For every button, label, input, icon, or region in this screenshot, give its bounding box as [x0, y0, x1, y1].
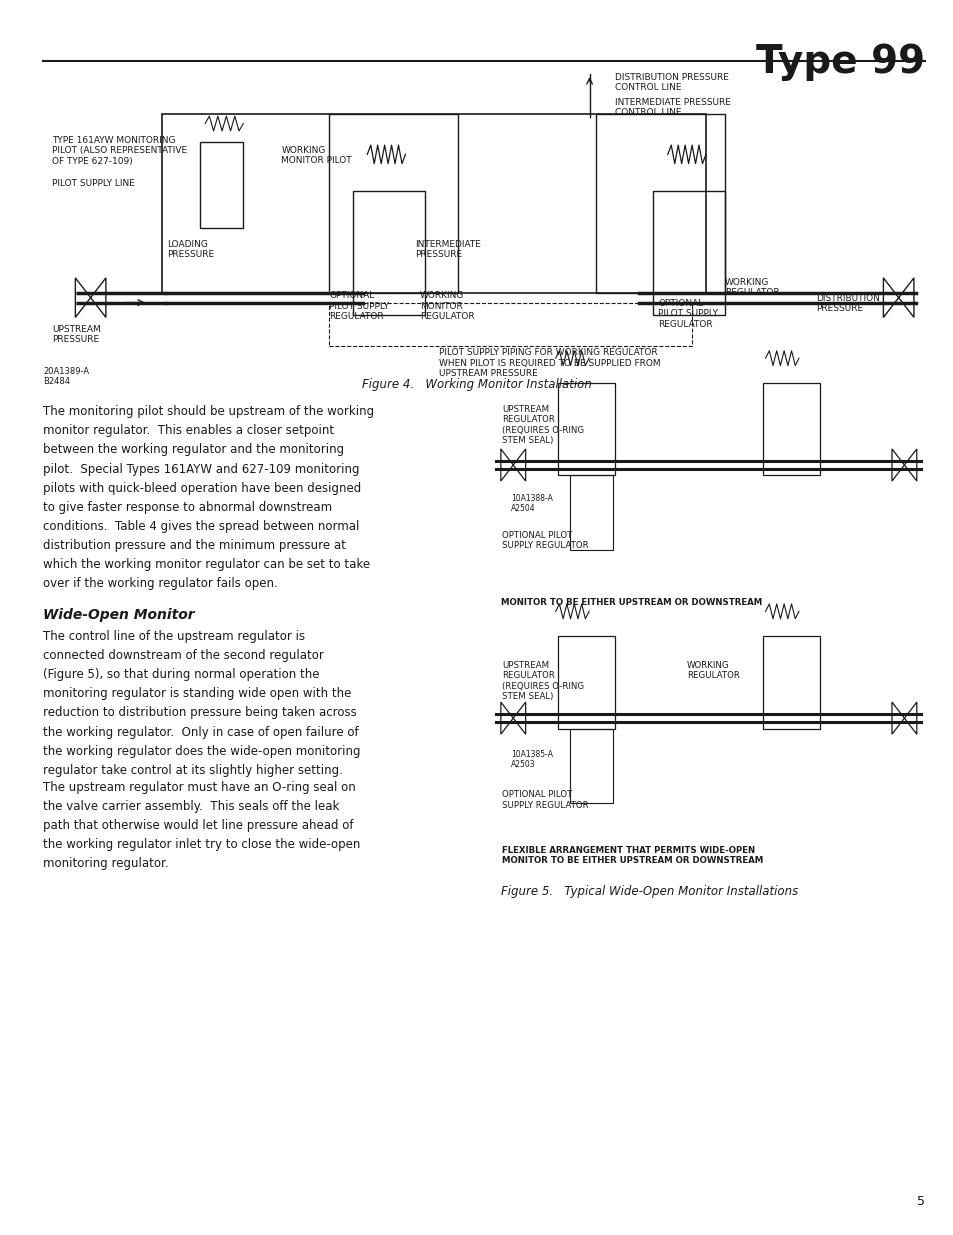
Text: The monitoring pilot should be upstream of the working: The monitoring pilot should be upstream …	[43, 405, 374, 419]
Text: 5: 5	[917, 1194, 924, 1208]
Text: LOADING
PRESSURE: LOADING PRESSURE	[167, 240, 213, 259]
Text: UPSTREAM
REGULATOR
(REQUIRES O-RING
STEM SEAL): UPSTREAM REGULATOR (REQUIRES O-RING STEM…	[501, 405, 583, 446]
Text: 20A1389-A
B2484: 20A1389-A B2484	[43, 367, 89, 387]
Text: PILOT SUPPLY LINE: PILOT SUPPLY LINE	[52, 179, 135, 188]
Text: OPTIONAL
PILOT SUPPLY
REGULATOR: OPTIONAL PILOT SUPPLY REGULATOR	[329, 291, 389, 321]
Bar	[162, 114, 705, 293]
Bar	[762, 636, 820, 729]
Text: 10A1388-A
A2504: 10A1388-A A2504	[511, 494, 553, 514]
Text: the working regulator does the wide-open monitoring: the working regulator does the wide-open…	[43, 745, 360, 758]
Text: (Figure 5), so that during normal operation the: (Figure 5), so that during normal operat…	[43, 668, 319, 682]
Text: WORKING
MONITOR PILOT: WORKING MONITOR PILOT	[281, 146, 352, 165]
Text: the working regulator inlet try to close the wide-open: the working regulator inlet try to close…	[43, 837, 360, 851]
Text: PILOT SUPPLY PIPING FOR WORKING REGULATOR
WHEN PILOT IS REQUIRED TO BE SUPPLIED : PILOT SUPPLY PIPING FOR WORKING REGULATO…	[438, 348, 659, 378]
Text: DISTRIBUTION
PRESSURE: DISTRIBUTION PRESSURE	[815, 294, 879, 314]
Text: reduction to distribution pressure being taken across: reduction to distribution pressure being…	[43, 706, 356, 720]
Text: conditions.  Table 4 gives the spread between normal: conditions. Table 4 gives the spread bet…	[43, 520, 359, 534]
Text: WORKING
REGULATOR: WORKING REGULATOR	[724, 278, 779, 298]
Text: WORKING
REGULATOR: WORKING REGULATOR	[686, 661, 739, 680]
Text: The upstream regulator must have an O-ring seal on: The upstream regulator must have an O-ri…	[43, 781, 355, 794]
Text: connected downstream of the second regulator: connected downstream of the second regul…	[43, 650, 323, 662]
Text: FLEXIBLE ARRANGEMENT THAT PERMITS WIDE-OPEN
MONITOR TO BE EITHER UPSTREAM OR DOW: FLEXIBLE ARRANGEMENT THAT PERMITS WIDE-O…	[501, 846, 762, 866]
Text: pilots with quick-bleed operation have been designed: pilots with quick-bleed operation have b…	[43, 482, 361, 495]
Text: Wide-Open Monitor: Wide-Open Monitor	[43, 608, 194, 621]
Bar	[329, 114, 457, 293]
Bar	[570, 475, 613, 550]
Text: Figure 5.   Typical Wide-Open Monitor Installations: Figure 5. Typical Wide-Open Monitor Inst…	[500, 885, 798, 899]
Bar	[558, 636, 615, 729]
Text: The control line of the upstream regulator is: The control line of the upstream regulat…	[43, 630, 305, 643]
Text: UPSTREAM
REGULATOR
(REQUIRES O-RING
STEM SEAL): UPSTREAM REGULATOR (REQUIRES O-RING STEM…	[501, 661, 583, 701]
Text: MONITOR TO BE EITHER UPSTREAM OR DOWNSTREAM: MONITOR TO BE EITHER UPSTREAM OR DOWNSTR…	[500, 598, 761, 606]
Text: which the working monitor regulator can be set to take: which the working monitor regulator can …	[43, 558, 370, 572]
Bar	[353, 191, 424, 315]
Text: OPTIONAL PILOT
SUPPLY REGULATOR: OPTIONAL PILOT SUPPLY REGULATOR	[501, 531, 588, 551]
Bar	[762, 383, 820, 475]
Bar	[558, 383, 615, 475]
Text: Figure 4.   Working Monitor Installation: Figure 4. Working Monitor Installation	[362, 378, 591, 391]
Bar	[570, 729, 613, 803]
Bar	[200, 142, 243, 228]
Text: OPTIONAL
PILOT SUPPLY
REGULATOR: OPTIONAL PILOT SUPPLY REGULATOR	[658, 299, 718, 329]
Text: distribution pressure and the minimum pressure at: distribution pressure and the minimum pr…	[43, 538, 345, 552]
Text: WORKING
MONITOR
REGULATOR: WORKING MONITOR REGULATOR	[419, 291, 474, 321]
Text: between the working regulator and the monitoring: between the working regulator and the mo…	[43, 443, 344, 457]
Text: path that otherwise would let line pressure ahead of: path that otherwise would let line press…	[43, 819, 353, 832]
Text: Type 99: Type 99	[756, 43, 924, 82]
Text: monitoring regulator.: monitoring regulator.	[43, 857, 169, 871]
Text: over if the working regulator fails open.: over if the working regulator fails open…	[43, 578, 277, 590]
Text: pilot.  Special Types 161AYW and 627-109 monitoring: pilot. Special Types 161AYW and 627-109 …	[43, 462, 359, 475]
Text: DISTRIBUTION PRESSURE
CONTROL LINE: DISTRIBUTION PRESSURE CONTROL LINE	[615, 73, 728, 93]
Text: monitoring regulator is standing wide open with the: monitoring regulator is standing wide op…	[43, 687, 351, 700]
Text: INTERMEDIATE PRESSURE
CONTROL LINE: INTERMEDIATE PRESSURE CONTROL LINE	[615, 98, 730, 117]
Bar	[653, 191, 724, 315]
Text: regulator take control at its slightly higher setting.: regulator take control at its slightly h…	[43, 763, 342, 777]
Bar	[329, 303, 691, 346]
Text: UPSTREAM
PRESSURE: UPSTREAM PRESSURE	[52, 325, 101, 345]
Text: the valve carrier assembly.  This seals off the leak: the valve carrier assembly. This seals o…	[43, 800, 339, 813]
Text: 10A1385-A
A2503: 10A1385-A A2503	[511, 750, 553, 769]
Text: INTERMEDIATE
PRESSURE: INTERMEDIATE PRESSURE	[415, 240, 480, 259]
Text: to give faster response to abnormal downstream: to give faster response to abnormal down…	[43, 501, 332, 514]
Text: monitor regulator.  This enables a closer setpoint: monitor regulator. This enables a closer…	[43, 424, 334, 437]
Text: TYPE 161AYW MONITORING
PILOT (ALSO REPRESENTATIVE
OF TYPE 627-109): TYPE 161AYW MONITORING PILOT (ALSO REPRE…	[52, 136, 188, 165]
Text: the working regulator.  Only in case of open failure of: the working regulator. Only in case of o…	[43, 726, 358, 739]
Text: OPTIONAL PILOT
SUPPLY REGULATOR: OPTIONAL PILOT SUPPLY REGULATOR	[501, 790, 588, 810]
Bar	[596, 114, 724, 293]
